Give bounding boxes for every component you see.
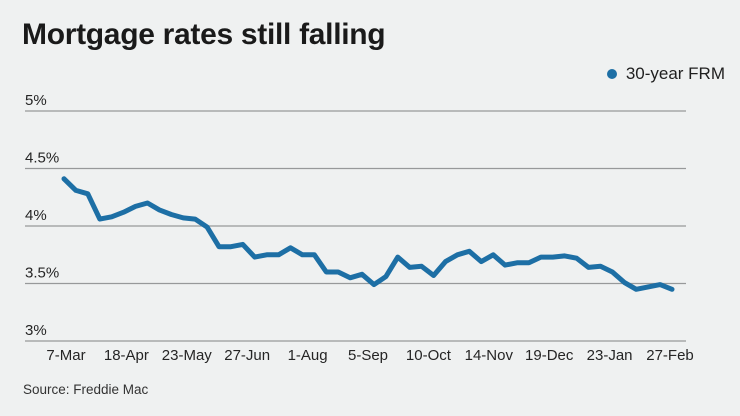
y-axis-tick-label: 4% [25, 207, 47, 224]
x-axis-tick-label: 18-Apr [104, 347, 149, 364]
x-axis-tick-label: 23-Jan [587, 347, 633, 364]
y-axis-tick-label: 4.5% [25, 150, 59, 167]
x-axis-tick-label: 19-Dec [525, 347, 574, 364]
x-axis-tick-label: 27-Feb [646, 347, 694, 364]
y-axis-tick-label: 3.5% [25, 265, 59, 282]
x-axis-tick-label: 14-Nov [465, 347, 514, 364]
source-note: Source: Freddie Mac [23, 382, 149, 397]
y-axis-tick-label: 5% [25, 92, 47, 109]
x-axis-tick-label: 10-Oct [406, 347, 452, 364]
x-axis-tick-label: 1-Aug [288, 347, 328, 364]
x-axis-tick-label: 27-Jun [224, 347, 270, 364]
x-axis-tick-label: 5-Sep [348, 347, 388, 364]
x-axis-tick-label: 7-Mar [46, 347, 85, 364]
y-axis-tick-label: 3% [25, 322, 47, 339]
chart-title: Mortgage rates still falling [22, 18, 386, 51]
legend-dot-icon [606, 69, 617, 79]
legend-label: 30-year FRM [625, 64, 725, 83]
legend: 30-year FRM [606, 64, 725, 84]
x-axis-tick-label: 23-May [162, 347, 213, 364]
rate-line [61, 176, 675, 292]
